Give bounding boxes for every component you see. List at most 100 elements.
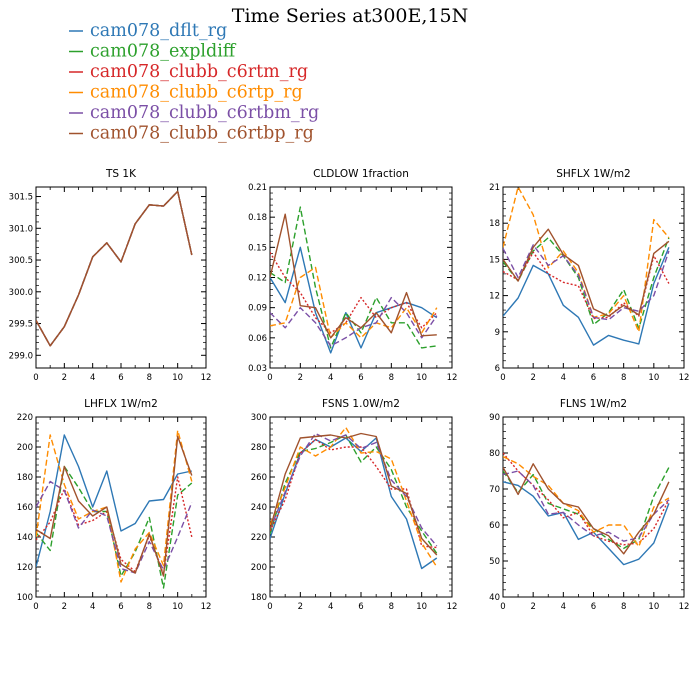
y-tick-label: 301.0	[9, 224, 33, 234]
x-tick-label: 12	[201, 373, 212, 383]
x-tick-label: 12	[679, 602, 690, 612]
y-tick-label: 0.12	[248, 274, 267, 284]
y-tick-label: 240	[251, 503, 267, 513]
y-tick-label: 80	[489, 449, 500, 459]
series-line-3	[270, 438, 437, 549]
y-tick-label: 300.5	[9, 256, 33, 266]
y-tick-label: 180	[17, 473, 33, 483]
x-tick-label: 2	[62, 373, 67, 383]
x-tick-label: 10	[648, 602, 659, 612]
cldlow-panel: CLDLOW 1fraction 0 2 4 6 8 10 12 0.03 0.06 0.09 0.1…	[248, 168, 457, 383]
y-tick-label: 0.21	[248, 183, 267, 193]
series-line-5	[503, 470, 670, 542]
x-tick-label: 4	[561, 373, 566, 383]
series-line-6	[503, 228, 670, 317]
series-line-5	[36, 190, 193, 347]
panel-title: FSNS 1.0W/m2	[322, 398, 400, 410]
y-tick-label: 90	[489, 413, 500, 423]
legend-label: cam078_dflt_rg	[90, 21, 227, 41]
y-tick-label: 299.5	[9, 320, 33, 330]
y-tick-label: 140	[17, 533, 33, 543]
x-tick-label: 0	[33, 373, 38, 383]
x-tick-label: 2	[62, 602, 67, 612]
x-tick-label: 2	[530, 373, 535, 383]
panel-title: LHFLX 1W/m2	[84, 398, 158, 410]
y-tick-label: 301.5	[9, 193, 33, 203]
series-line-3	[503, 251, 670, 320]
series-line-3	[36, 190, 193, 347]
series-line-1	[36, 434, 192, 568]
series-line-2	[503, 467, 670, 550]
x-tick-label: 6	[118, 602, 123, 612]
series-line-2	[270, 434, 438, 554]
series-line-6	[503, 463, 670, 555]
x-tick-label: 12	[447, 373, 458, 383]
y-tick-label: 220	[17, 413, 33, 423]
x-tick-label: 10	[172, 602, 183, 612]
y-tick-label: 0.18	[248, 213, 267, 223]
series-group	[36, 190, 193, 347]
legend-label: cam078_clubb_c6rtbm_rg	[90, 103, 319, 123]
legend-label: cam078_clubb_c6rtm_rg	[90, 62, 308, 82]
series-line-3	[36, 476, 193, 576]
y-tick-label: 160	[17, 503, 33, 513]
shflx-panel: SHFLX 1W/m2 0 2 4 6 8 10 12 6 9 12 15 18 21	[489, 168, 689, 383]
y-tick-label: 300.0	[9, 288, 33, 298]
series-line-1	[503, 481, 670, 566]
x-tick-label: 6	[358, 602, 363, 612]
x-tick-label: 12	[679, 373, 690, 383]
legend-entry: cam078_expldiff	[69, 42, 237, 62]
series-line-5	[270, 296, 438, 347]
y-tick-label: 0.15	[248, 243, 267, 253]
legend-entry: cam078_clubb_c6rtbp_rg	[69, 124, 314, 144]
series-group	[503, 452, 670, 566]
y-tick-label: 280	[251, 443, 267, 453]
y-tick-label: 6	[495, 364, 500, 374]
series-line-1	[270, 437, 438, 570]
y-tick-label: 18	[489, 219, 500, 229]
y-tick-label: 12	[489, 292, 500, 302]
legend-entry: cam078_clubb_c6rtbm_rg	[69, 103, 319, 123]
x-tick-label: 6	[591, 602, 596, 612]
lhflx-panel: LHFLX 1W/m2 0 2 4 6 8 10 12 100 120 140 160 180 200 22…	[17, 398, 212, 612]
panel-title: TS 1K	[105, 168, 137, 180]
x-tick-label: 8	[621, 373, 626, 383]
y-tick-label: 21	[489, 183, 500, 193]
x-tick-label: 10	[416, 602, 427, 612]
x-tick-label: 12	[447, 602, 458, 612]
x-tick-label: 10	[648, 373, 659, 383]
x-tick-label: 8	[621, 602, 626, 612]
series-line-4	[503, 455, 670, 548]
y-tick-label: 15	[489, 255, 500, 265]
series-line-6	[36, 190, 193, 347]
y-tick-label: 220	[251, 533, 267, 543]
y-tick-label: 9	[495, 328, 500, 338]
y-tick-label: 60	[489, 521, 500, 531]
x-tick-label: 0	[500, 602, 505, 612]
y-tick-label: 0.03	[248, 364, 267, 374]
plot-frame	[35, 186, 207, 369]
series-group	[503, 187, 670, 346]
x-tick-label: 8	[147, 373, 152, 383]
series-line-4	[270, 426, 438, 568]
legend: cam078_dflt_rgcam078_expldiffcam078_club…	[69, 21, 319, 144]
y-tick-label: 200	[251, 563, 267, 573]
legend-entry: cam078_dflt_rg	[69, 21, 227, 41]
x-tick-label: 10	[416, 373, 427, 383]
flns-panel: FLNS 1W/m2 0 2 4 6 8 10 12 40 50 60 70 80 90	[489, 398, 689, 612]
x-tick-label: 6	[118, 373, 123, 383]
series-line-1	[503, 247, 670, 346]
y-tick-label: 120	[17, 563, 33, 573]
series-line-2	[36, 190, 193, 347]
y-tick-label: 299.0	[9, 351, 33, 361]
series-line-6	[270, 213, 437, 339]
series-line-5	[503, 244, 670, 321]
legend-label: cam078_expldiff	[90, 42, 237, 62]
panels: TS 1K 0 2 4 6 8 10 12 299.0 299.5 300.0 300.5 301.0 3…	[9, 168, 690, 612]
x-tick-label: 2	[298, 373, 303, 383]
series-group	[270, 426, 438, 570]
y-tick-label: 50	[489, 557, 500, 567]
legend-label: cam078_clubb_c6rtbp_rg	[90, 124, 314, 144]
x-tick-label: 6	[591, 373, 596, 383]
